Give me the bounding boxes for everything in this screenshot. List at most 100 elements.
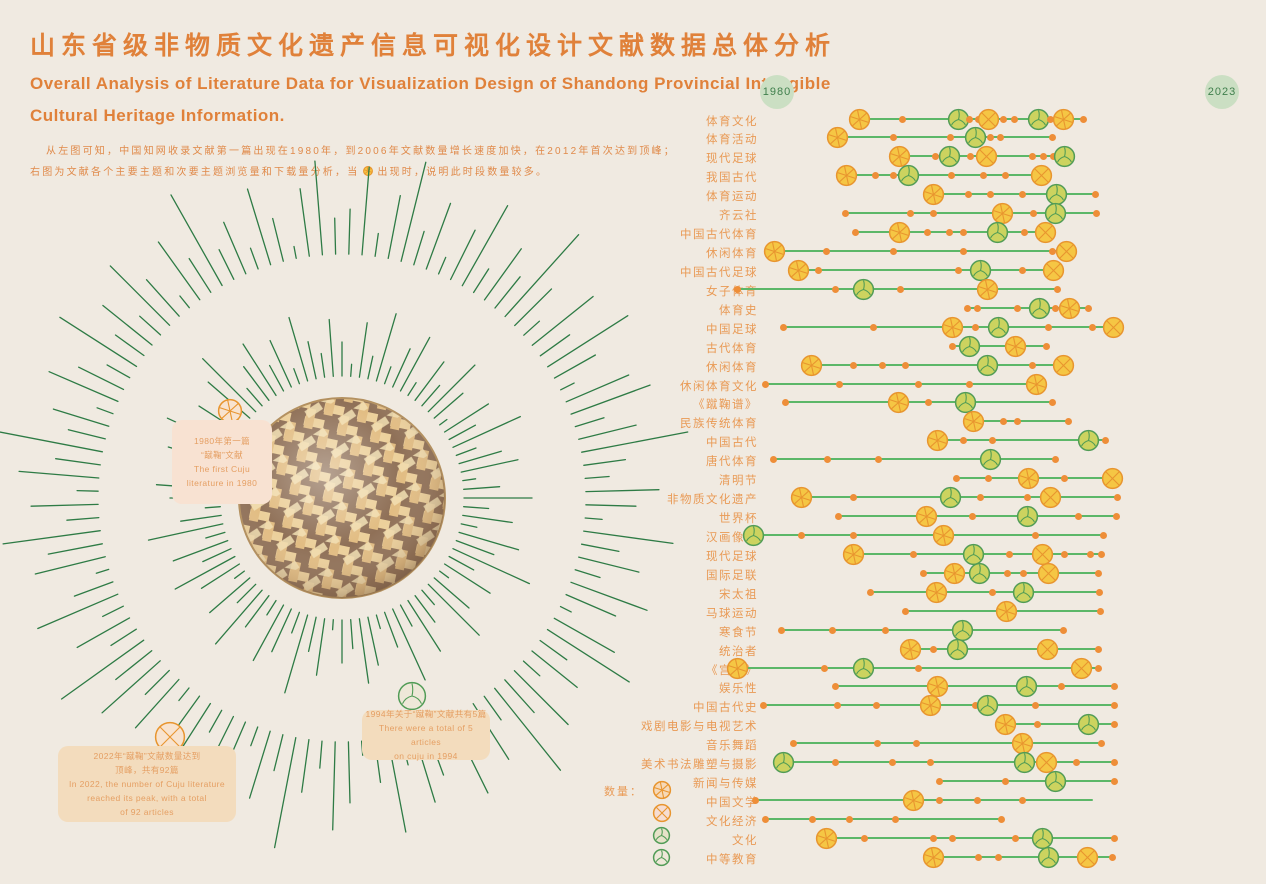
cuju-ball-marker (835, 164, 858, 187)
dot-marker (988, 437, 996, 445)
topic-label: 体育文化 (706, 115, 758, 128)
dot-marker (935, 778, 943, 785)
timeline-row: 《蹴鞠谱》 (0, 391, 1266, 414)
legend-label: 数量： (604, 786, 643, 798)
timeline-line (793, 742, 1101, 745)
dot-marker (966, 153, 974, 161)
dot-marker (1042, 342, 1050, 350)
cuju-ball-marker (1053, 145, 1076, 168)
dot-marker (999, 418, 1007, 426)
topic-label: 体育运动 (706, 191, 758, 204)
timeline-row: 美术书法雕塑与摄影 (0, 751, 1266, 774)
annotation-line: on cuju in 1994 (394, 751, 458, 761)
dot-marker (901, 607, 909, 615)
dot-marker (1059, 626, 1067, 634)
annotation-line: The first Cuju (193, 464, 251, 474)
cuju-ball-marker (1077, 713, 1100, 736)
dot-marker (860, 834, 868, 842)
dot-marker (789, 740, 797, 748)
cuju-ball-marker (975, 145, 998, 168)
dot-marker (808, 815, 816, 823)
dot-marker (1020, 229, 1028, 237)
cuju-ball-marker (976, 278, 999, 301)
timeline-row: 国际足联 (0, 562, 1266, 585)
dot-marker (965, 115, 973, 123)
cuju-ball-marker (991, 202, 1014, 225)
timeline-line (845, 212, 1096, 215)
timeline-line (765, 817, 1001, 820)
dot-marker (973, 304, 981, 312)
timeline-row: 娱乐性 (0, 675, 1266, 698)
annotation-line: 顶峰，共有92篇 (115, 765, 179, 775)
dot-marker (828, 626, 836, 634)
topic-label: 体育活动 (706, 134, 758, 147)
timeline-row: 唐代体育 (0, 448, 1266, 471)
annotation-line: 1994年关于“蹴鞠”文献共有5篇 (365, 709, 487, 719)
cuju-ball-marker (1034, 221, 1057, 244)
cuju-ball-marker (1044, 202, 1067, 225)
timeline-row: 非物质文化遗产 (0, 486, 1266, 509)
cuju-ball-marker (947, 108, 970, 131)
topic-label: 中国古代史 (693, 702, 758, 715)
dot-marker (872, 702, 880, 710)
topic-label: 齐云社 (719, 210, 758, 223)
dot-marker (974, 853, 982, 861)
cuju-ball-marker (726, 657, 749, 680)
dot-marker (1031, 702, 1039, 710)
cuju-ball-marker (1077, 429, 1100, 452)
timeline-row: 民族传统体育 (0, 410, 1266, 433)
dot-marker (1097, 740, 1105, 748)
dot-marker (914, 664, 922, 672)
topic-label: 民族传统体育 (680, 418, 758, 431)
description-line1: 从左图可知，中国知网收录文献第一篇出现在1980年，到2006年文献数量增长速度… (46, 146, 676, 157)
cuju-ball-marker (1035, 751, 1058, 774)
cuju-ball-marker (1102, 316, 1125, 339)
dot-marker (1057, 683, 1065, 691)
dot-marker (986, 191, 994, 199)
dot-marker (1049, 153, 1057, 161)
dot-marker (761, 815, 769, 823)
timeline-row: 戏剧电影与电视艺术 (0, 713, 1266, 736)
timeline-row: 世界杯 (0, 505, 1266, 528)
timeline-row: 古代体育 (0, 335, 1266, 358)
dot-marker (1001, 778, 1009, 785)
dot-marker (873, 740, 881, 748)
dot-marker (841, 210, 849, 218)
cuju-ball-marker (1028, 297, 1051, 320)
dot-marker (1051, 456, 1059, 464)
cuju-ball-marker (932, 524, 955, 547)
timeline-line (785, 401, 1052, 404)
dot-marker (1028, 153, 1036, 161)
dot-marker (849, 361, 857, 369)
cuju-ball-marker (787, 259, 810, 282)
dot-marker (1094, 664, 1102, 672)
dot-marker (1094, 569, 1102, 577)
timeline-row: 新闻与传媒 (0, 770, 1266, 793)
timeline-line (933, 855, 1112, 858)
dot-marker (1001, 172, 1009, 180)
topic-label: 古代体育 (706, 342, 758, 355)
timeline-row: 中国古代 (0, 429, 1266, 452)
timeline-row: 文化 (0, 827, 1266, 850)
dot-marker (781, 399, 789, 407)
timeline-row: 寒食节 (0, 619, 1266, 642)
timeline-row: 现代足球 (0, 145, 1266, 168)
dot-marker (971, 702, 979, 710)
dot-marker (959, 229, 967, 237)
dot-marker (1060, 550, 1068, 558)
dot-marker (814, 266, 822, 274)
annotation-line: 1980年第一篇 (193, 436, 251, 446)
annotation-line: In 2022, the number of Cuju literature (68, 779, 225, 789)
timeline-line (910, 647, 1098, 650)
dot-marker (935, 797, 943, 804)
cuju-ball-marker (897, 164, 920, 187)
dot-marker (831, 759, 839, 767)
dot-marker (1072, 759, 1080, 767)
annotation-box: 1980年第一篇 “蹴鞠”文献 The first Cuju literature i… (172, 420, 272, 504)
timeline-line (837, 136, 1052, 139)
cuju-ball-marker (1101, 467, 1124, 490)
cuju-ball-marker (926, 675, 949, 698)
topic-label: 中国古代体育 (680, 229, 758, 242)
timeline-row: 休闲体育 (0, 354, 1266, 377)
dot-marker (851, 229, 859, 237)
